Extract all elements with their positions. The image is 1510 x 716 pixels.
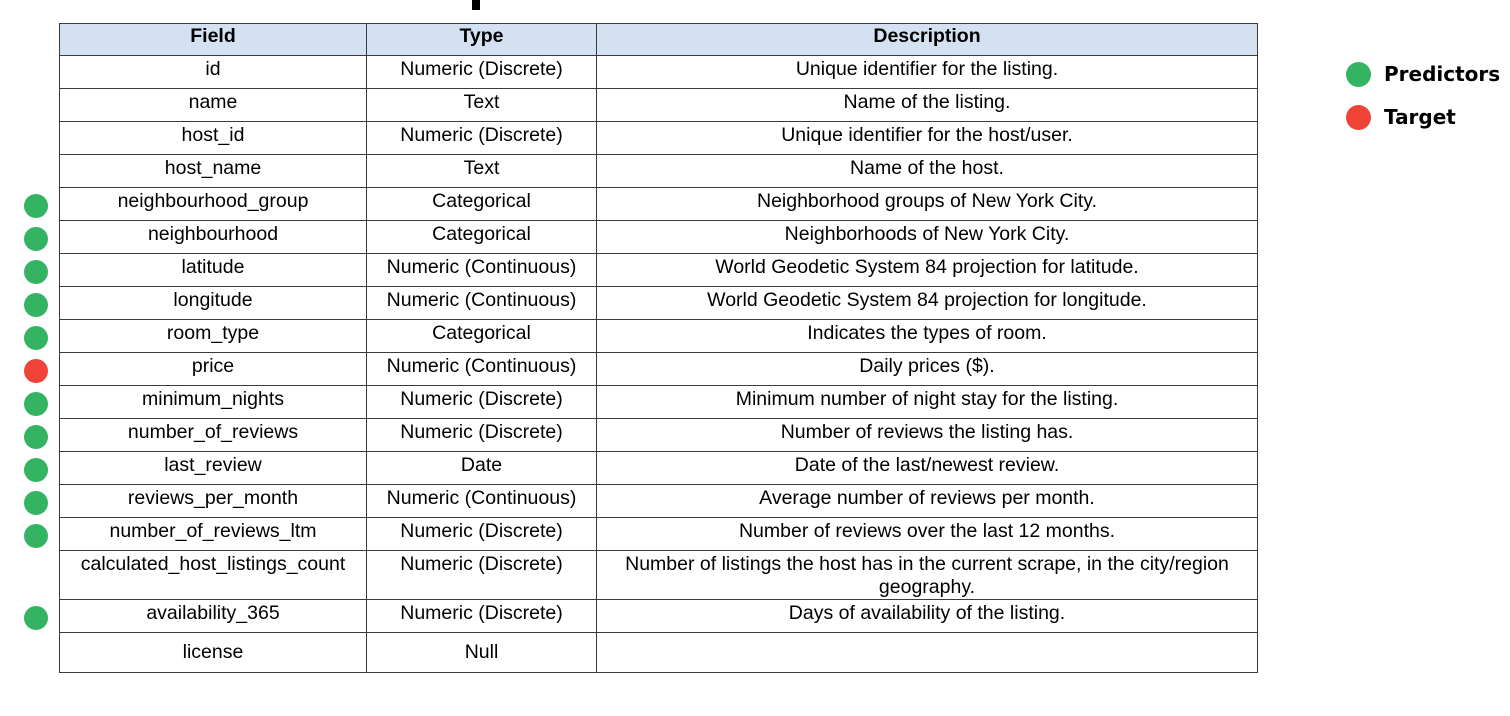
- predictor-dot-icon: [24, 260, 48, 284]
- cell-field: calculated_host_listings_count: [59, 550, 367, 600]
- cell-description: Average number of reviews per month.: [596, 484, 1258, 518]
- cell-field: last_review: [59, 451, 367, 485]
- cell-type: Numeric (Continuous): [366, 352, 597, 386]
- cell-field: neighbourhood: [59, 220, 367, 254]
- predictor-dot-icon: [24, 458, 48, 482]
- cell-field: longitude: [59, 286, 367, 320]
- table-row: availability_365 Numeric (Discrete) Days o…: [59, 599, 1258, 633]
- cell-description: Neighborhoods of New York City.: [596, 220, 1258, 254]
- cell-field: number_of_reviews: [59, 418, 367, 452]
- cell-description: Minimum number of night stay for the lis…: [596, 385, 1258, 419]
- predictor-dot-icon: [24, 606, 48, 630]
- cell-type: Numeric (Discrete): [366, 121, 597, 155]
- cell-description: Days of availability of the listing.: [596, 599, 1258, 633]
- cell-type: Categorical: [366, 319, 597, 353]
- cell-description: Neighborhood groups of New York City.: [596, 187, 1258, 221]
- cell-field: host_name: [59, 154, 367, 188]
- predictor-dot-icon: [24, 392, 48, 416]
- legend-item-predictors: Predictors: [1346, 60, 1500, 88]
- cell-description: Name of the host.: [596, 154, 1258, 188]
- cell-type: Text: [366, 88, 597, 122]
- cell-type: Text: [366, 154, 597, 188]
- table-header-row: Field Type Description: [59, 23, 1258, 56]
- cell-type: Numeric (Discrete): [366, 385, 597, 419]
- cell-field: price: [59, 352, 367, 386]
- cell-field: license: [59, 632, 367, 673]
- cell-description: World Geodetic System 84 projection for …: [596, 253, 1258, 287]
- header-type: Type: [366, 23, 597, 56]
- cell-type: Null: [366, 632, 597, 673]
- legend-item-target: Target: [1346, 103, 1456, 131]
- target-dot-icon: [1346, 104, 1371, 130]
- predictor-dot-icon: [24, 491, 48, 515]
- cell-description: Number of reviews the listing has.: [596, 418, 1258, 452]
- cursor-mark: [472, 0, 480, 10]
- legend-label: Target: [1384, 105, 1456, 129]
- cell-field: id: [59, 55, 367, 89]
- cell-field: number_of_reviews_ltm: [59, 517, 367, 551]
- cell-description: World Geodetic System 84 projection for …: [596, 286, 1258, 320]
- cell-description: Number of listings the host has in the c…: [596, 550, 1258, 600]
- legend-label: Predictors: [1384, 62, 1501, 86]
- table-row: last_review Date Date of the last/newest r…: [59, 451, 1258, 485]
- cell-description: Date of the last/newest review.: [596, 451, 1258, 485]
- cell-field: neighbourhood_group: [59, 187, 367, 221]
- table-row: room_type Categorical Indicates the types …: [59, 319, 1258, 353]
- cell-description: Unique identifier for the listing.: [596, 55, 1258, 89]
- field-description-table: Field Type Description id Numeric (Discre…: [59, 23, 1258, 673]
- cell-type: Date: [366, 451, 597, 485]
- cell-field: latitude: [59, 253, 367, 287]
- cell-type: Numeric (Discrete): [366, 599, 597, 633]
- table-row: price Numeric (Continuous) Daily prices ($…: [59, 352, 1258, 386]
- cell-type: Numeric (Discrete): [366, 517, 597, 551]
- cell-description: Name of the listing.: [596, 88, 1258, 122]
- table-row: calculated_host_listings_count Numeric (D…: [59, 550, 1258, 600]
- cell-type: Numeric (Continuous): [366, 286, 597, 320]
- predictor-dot-icon: [1346, 61, 1371, 87]
- table-row: longitude Numeric (Continuous) World Geode…: [59, 286, 1258, 320]
- cell-description: Unique identifier for the host/user.: [596, 121, 1258, 155]
- cell-description: Indicates the types of room.: [596, 319, 1258, 353]
- table-row: reviews_per_month Numeric (Continuous) Ave…: [59, 484, 1258, 518]
- table-row: neighbourhood Categorical Neighborhoods of…: [59, 220, 1258, 254]
- table-row: minimum_nights Numeric (Discrete) Minimum …: [59, 385, 1258, 419]
- table-row: license Null: [59, 632, 1258, 673]
- table-row: number_of_reviews Numeric (Discrete) Numbe…: [59, 418, 1258, 452]
- predictor-dot-icon: [24, 425, 48, 449]
- cell-field: availability_365: [59, 599, 367, 633]
- target-dot-icon: [24, 359, 48, 383]
- cell-type: Numeric (Continuous): [366, 484, 597, 518]
- table-row: neighbourhood_group Categorical Neighborho…: [59, 187, 1258, 221]
- cell-field: room_type: [59, 319, 367, 353]
- table-row: id Numeric (Discrete) Unique identifier fo…: [59, 55, 1258, 89]
- predictor-dot-icon: [24, 326, 48, 350]
- table-row: name Text Name of the listing.: [59, 88, 1258, 122]
- cell-type: Numeric (Continuous): [366, 253, 597, 287]
- table-row: number_of_reviews_ltm Numeric (Discrete) N…: [59, 517, 1258, 551]
- predictor-dot-icon: [24, 293, 48, 317]
- predictor-dot-icon: [24, 194, 48, 218]
- cell-description: Number of reviews over the last 12 month…: [596, 517, 1258, 551]
- table-row: host_id Numeric (Discrete) Unique identifi…: [59, 121, 1258, 155]
- cell-type: Categorical: [366, 220, 597, 254]
- cell-type: Numeric (Discrete): [366, 55, 597, 89]
- cell-description: [596, 632, 1258, 673]
- predictor-dot-icon: [24, 524, 48, 548]
- table-row: latitude Numeric (Continuous) World Geodet…: [59, 253, 1258, 287]
- predictor-dot-icon: [24, 227, 48, 251]
- header-field: Field: [59, 23, 367, 56]
- header-description: Description: [596, 23, 1258, 56]
- cell-type: Numeric (Discrete): [366, 550, 597, 600]
- cell-field: host_id: [59, 121, 367, 155]
- table-row: host_name Text Name of the host.: [59, 154, 1258, 188]
- cell-field: name: [59, 88, 367, 122]
- cell-description: Daily prices ($).: [596, 352, 1258, 386]
- cell-type: Categorical: [366, 187, 597, 221]
- cell-field: minimum_nights: [59, 385, 367, 419]
- cell-field: reviews_per_month: [59, 484, 367, 518]
- cell-type: Numeric (Discrete): [366, 418, 597, 452]
